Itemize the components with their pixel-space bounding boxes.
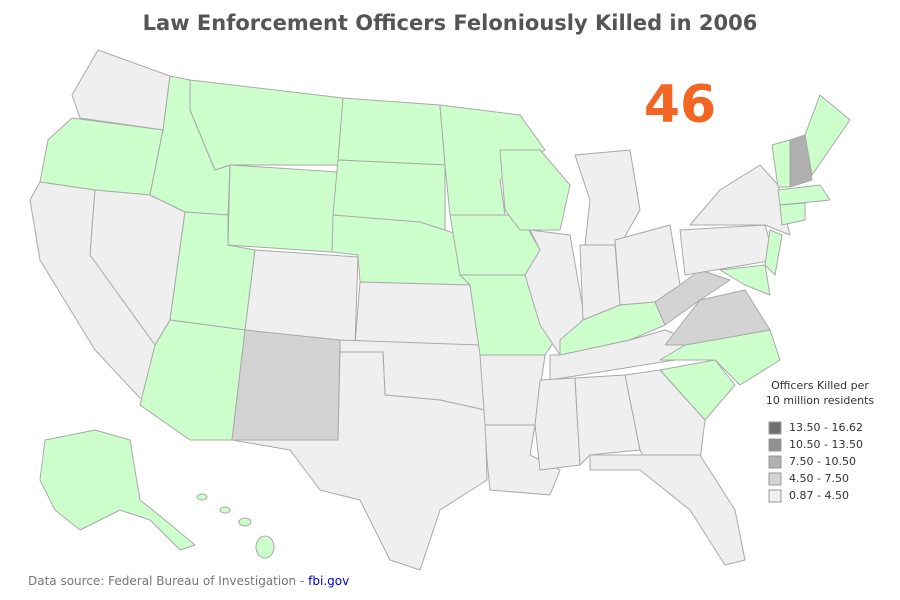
- state: [354, 281, 481, 346]
- highlight-number: 46: [644, 75, 716, 135]
- state: [231, 329, 341, 441]
- state: [439, 104, 546, 216]
- state: [479, 354, 546, 426]
- state: [499, 149, 571, 231]
- source-link[interactable]: fbi.gov: [308, 574, 349, 588]
- island: [238, 517, 252, 527]
- state: [231, 351, 488, 571]
- legend-title: 10 million residents: [766, 394, 875, 407]
- island: [219, 506, 231, 514]
- legend-swatch: [768, 472, 782, 486]
- state: [39, 429, 196, 551]
- state: [659, 359, 736, 421]
- state: [589, 454, 746, 566]
- source-text: Data source: Federal Bureau of Investiga…: [28, 574, 304, 588]
- legend-label: 4.50 - 7.50: [789, 472, 849, 485]
- state: [777, 184, 831, 206]
- source: Data source: Federal Bureau of Investiga…: [28, 574, 349, 588]
- states: [29, 49, 851, 571]
- state: [71, 49, 171, 131]
- state: [764, 229, 783, 276]
- state: [719, 264, 771, 296]
- legend-title: Officers Killed per: [771, 379, 869, 392]
- legend-swatch: [768, 489, 782, 503]
- title: Law Enforcement Officers Feloniously Kil…: [143, 11, 758, 35]
- state: [524, 229, 586, 356]
- state: [484, 424, 561, 496]
- state: [804, 94, 851, 176]
- legend-label: 0.87 - 4.50: [789, 489, 849, 502]
- legend: Officers Killed per 10 million residents 1…: [766, 379, 875, 503]
- state: [771, 139, 791, 188]
- island: [255, 535, 275, 559]
- legend-label: 7.50 - 10.50: [789, 455, 856, 468]
- state: [779, 202, 806, 226]
- state: [227, 164, 339, 253]
- legend-label: 10.50 - 13.50: [789, 438, 863, 451]
- state: [574, 149, 641, 246]
- legend-label: 13.50 - 16.62: [789, 421, 863, 434]
- island: [196, 493, 208, 501]
- legend-swatch: [768, 421, 782, 435]
- state: [244, 249, 359, 346]
- legend-swatch: [768, 438, 782, 452]
- state: [189, 79, 344, 171]
- legend-swatch: [768, 455, 782, 469]
- state: [534, 377, 581, 471]
- state: [39, 117, 164, 196]
- state: [689, 164, 791, 236]
- state: [337, 97, 446, 166]
- state: [574, 374, 641, 466]
- state: [664, 289, 771, 346]
